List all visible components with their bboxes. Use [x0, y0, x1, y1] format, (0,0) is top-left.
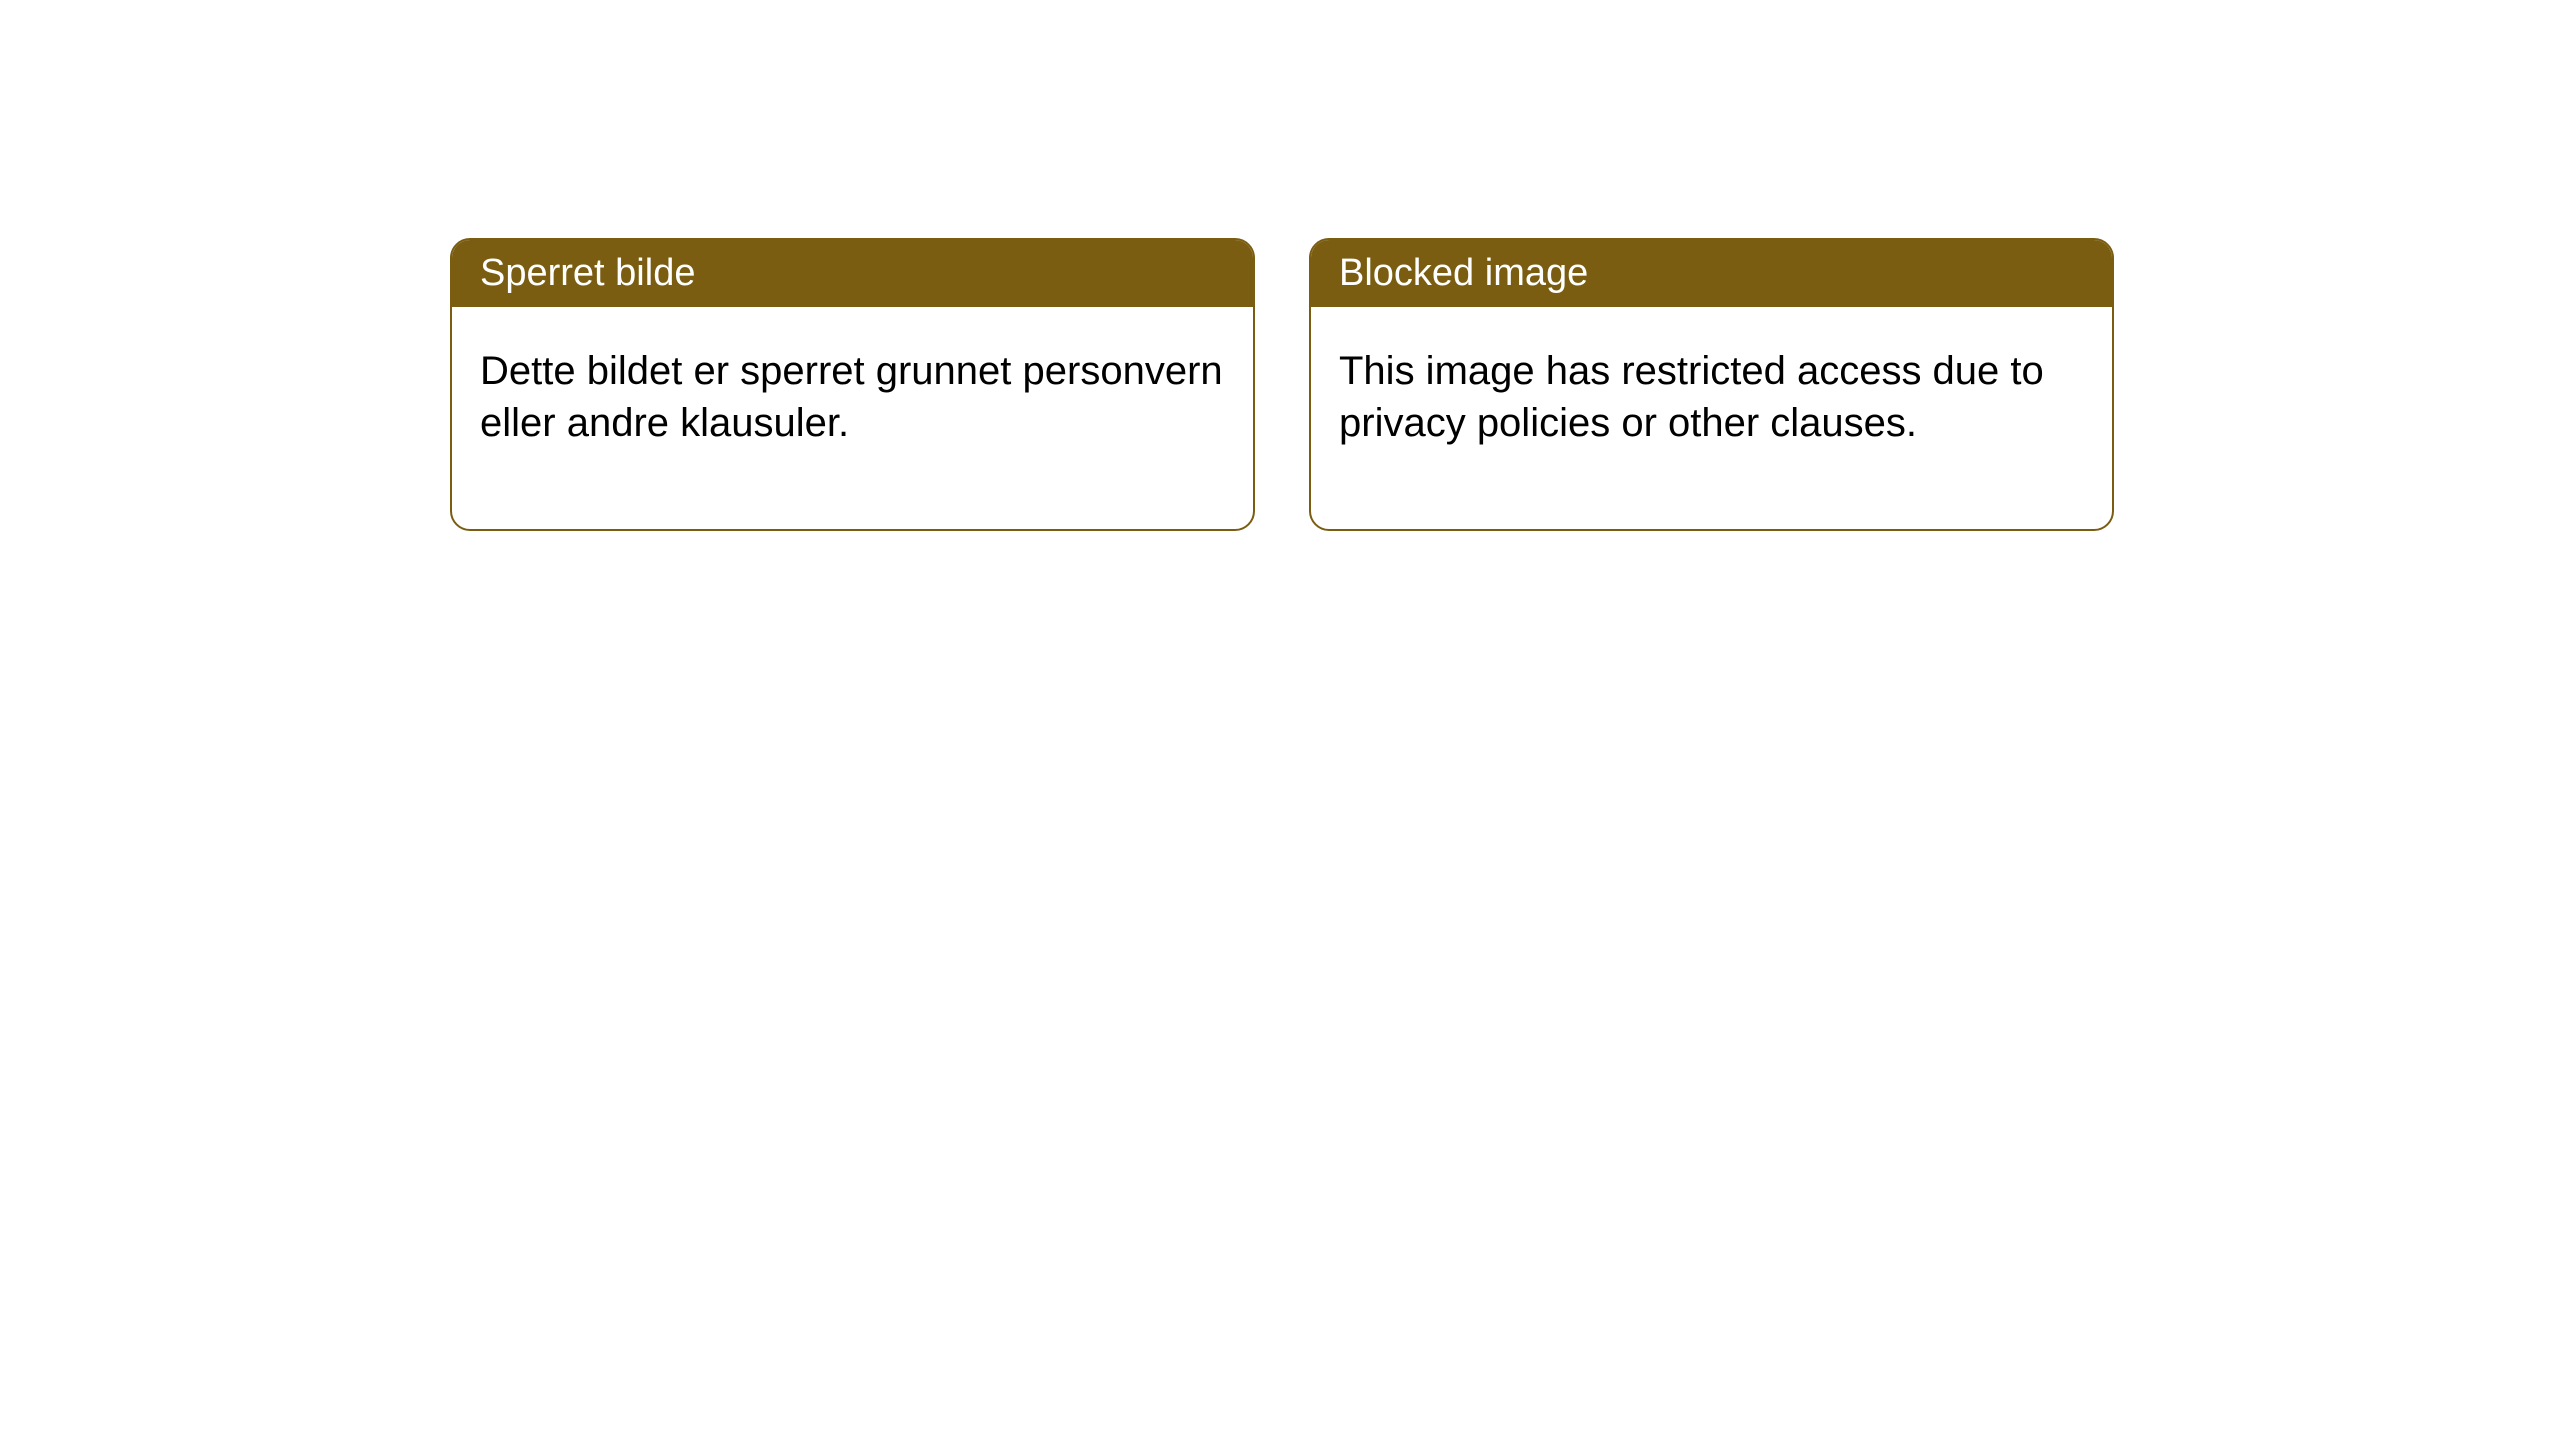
card-title: Sperret bilde	[480, 252, 695, 294]
card-header: Sperret bilde	[452, 240, 1253, 307]
card-header: Blocked image	[1311, 240, 2112, 307]
card-body-text: Dette bildet er sperret grunnet personve…	[480, 349, 1223, 445]
notice-cards-container: Sperret bilde Dette bildet er sperret gr…	[0, 0, 2560, 531]
notice-card-english: Blocked image This image has restricted …	[1309, 238, 2114, 531]
notice-card-norwegian: Sperret bilde Dette bildet er sperret gr…	[450, 238, 1255, 531]
card-title: Blocked image	[1339, 252, 1588, 294]
card-body: Dette bildet er sperret grunnet personve…	[452, 307, 1253, 529]
card-body-text: This image has restricted access due to …	[1339, 349, 2044, 445]
card-body: This image has restricted access due to …	[1311, 307, 2112, 529]
